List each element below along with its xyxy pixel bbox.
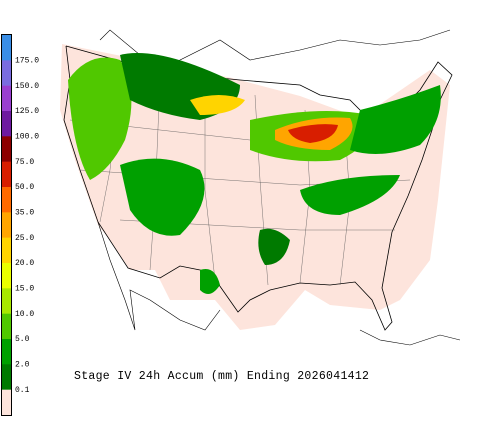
legend-swatch xyxy=(2,136,11,162)
legend-swatch xyxy=(2,85,11,112)
legend: 175.0 150.0 125.0 100.0 75.0 50.0 35.0 25.0 20.0… xyxy=(1,34,39,416)
legend-swatch xyxy=(2,35,11,61)
legend-label: 125.0 xyxy=(15,107,39,116)
precip-area xyxy=(258,228,290,265)
cuba-coast xyxy=(359,329,461,346)
legend-swatch xyxy=(2,313,11,340)
precip-areas xyxy=(68,53,441,294)
canada-coast xyxy=(99,29,451,66)
legend-swatch xyxy=(2,161,11,188)
legend-label: 35.0 xyxy=(15,208,34,217)
legend-label: 100.0 xyxy=(15,132,39,141)
legend-label: 75.0 xyxy=(15,158,34,167)
legend-label: 25.0 xyxy=(15,234,34,243)
legend-label: 10.0 xyxy=(15,310,34,319)
precip-area xyxy=(190,95,245,115)
legend-swatch xyxy=(2,339,11,365)
legend-label: 50.0 xyxy=(15,183,34,192)
legend-frame xyxy=(1,34,12,416)
precip-area xyxy=(350,85,441,154)
legend-swatch xyxy=(2,212,11,238)
legend-label: 15.0 xyxy=(15,284,34,293)
precip-area xyxy=(300,175,400,215)
legend-swatch xyxy=(2,187,11,213)
legend-label: 5.0 xyxy=(15,335,30,344)
legend-label: 20.0 xyxy=(15,259,34,268)
legend-swatch xyxy=(2,60,11,86)
mexico-coast xyxy=(97,221,221,331)
precip-area xyxy=(120,158,205,236)
legend-swatch xyxy=(2,389,11,416)
precip-area xyxy=(68,57,132,180)
precip-area xyxy=(200,269,220,294)
legend-swatch xyxy=(2,263,11,289)
legend-swatch xyxy=(2,237,11,264)
legend-label: 0.1 xyxy=(15,386,30,395)
legend-swatch xyxy=(2,111,11,137)
legend-label: 150.0 xyxy=(15,82,39,91)
legend-swatch xyxy=(2,288,11,314)
legend-label: 2.0 xyxy=(15,360,30,369)
precip-map xyxy=(60,29,461,346)
map-title: Stage IV 24h Accum (mm) Ending 202604141… xyxy=(74,370,369,383)
precip-area xyxy=(288,124,338,143)
legend-swatch xyxy=(2,364,11,390)
legend-label: 175.0 xyxy=(15,56,39,65)
